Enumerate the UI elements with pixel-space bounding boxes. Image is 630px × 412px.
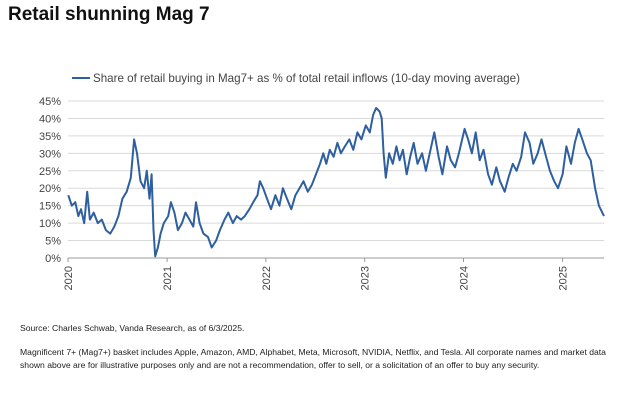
y-tick-label: 5%: [45, 236, 61, 248]
x-axis-ticks: 2020 2021 2022 2023 2024 2025: [63, 258, 570, 290]
series-line: [67, 107, 605, 258]
legend-label: Share of retail buying in Mag7+ as % of …: [93, 72, 520, 85]
y-axis-ticks: 0% 5% 10% 15% 20% 25% 30% 35% 40% 45%: [39, 96, 61, 265]
series-lines: [67, 107, 605, 258]
y-tick-label: 10%: [39, 218, 61, 230]
line-chart: 0%5%10%15%20%25%30%35%40%45% 2020 2021 202…: [39, 72, 605, 290]
legend: Share of retail buying in Mag7+ as % of …: [72, 72, 520, 85]
chart-title: Retail shunning Mag 7: [8, 4, 210, 25]
x-tick-label: 2022: [261, 266, 273, 290]
y-tick-label: 15%: [39, 201, 61, 213]
y-tick-label: 35%: [39, 131, 61, 143]
x-tick-label: 2025: [558, 266, 570, 290]
y-tick-label: 40%: [39, 113, 61, 125]
source-note: Source: Charles Schwab, Vanda Research, …: [20, 323, 245, 333]
x-tick-label: 2020: [63, 266, 75, 290]
y-tick-label: 20%: [39, 183, 61, 195]
x-tick-label: 2024: [459, 266, 471, 290]
x-tick-label: 2021: [162, 266, 174, 290]
y-tick-label: 0%: [45, 253, 61, 265]
y-tick-label: 30%: [39, 148, 61, 160]
x-tick-label: 2023: [360, 266, 372, 290]
y-tick-label: 25%: [39, 166, 61, 178]
disclaimer-note: Magnificent 7+ (Mag7+) basket includes A…: [20, 347, 606, 371]
y-tick-label: 45%: [39, 96, 61, 108]
gridlines: [68, 100, 604, 259]
